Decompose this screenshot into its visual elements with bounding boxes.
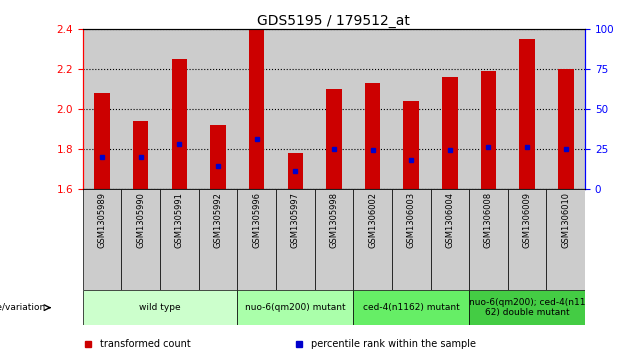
Bar [83,189,121,290]
Bar [249,29,265,189]
Bar [469,290,585,325]
Bar [508,189,546,290]
Text: GSM1306003: GSM1306003 [406,192,416,248]
Text: GSM1305990: GSM1305990 [136,192,145,248]
Text: GSM1305989: GSM1305989 [97,192,106,248]
Text: GSM1306010: GSM1306010 [562,192,570,248]
Bar [353,189,392,290]
Bar [365,83,380,189]
Bar [287,153,303,189]
Bar [315,29,353,189]
Text: transformed count: transformed count [100,339,191,349]
Bar [469,189,508,290]
Text: genotype/variation: genotype/variation [0,303,46,312]
Bar [326,89,342,189]
Bar [94,93,110,189]
Text: GSM1305992: GSM1305992 [214,192,223,248]
Bar [237,29,276,189]
Bar [237,189,276,290]
Bar [508,29,546,189]
Bar [403,101,419,189]
Bar [469,29,508,189]
Bar [160,29,198,189]
Bar [392,29,431,189]
Bar [558,69,574,189]
Bar [133,121,148,189]
Text: percentile rank within the sample: percentile rank within the sample [311,339,476,349]
Bar [431,29,469,189]
Text: GSM1305998: GSM1305998 [329,192,338,248]
Text: ced-4(n1162) mutant: ced-4(n1162) mutant [363,303,460,312]
Text: nuo-6(qm200); ced-4(n11
62) double mutant: nuo-6(qm200); ced-4(n11 62) double mutan… [469,298,585,317]
Text: GSM1306002: GSM1306002 [368,192,377,248]
Bar [315,189,353,290]
Text: nuo-6(qm200) mutant: nuo-6(qm200) mutant [245,303,345,312]
Text: GSM1305996: GSM1305996 [252,192,261,248]
Bar [546,29,585,189]
Text: GSM1305991: GSM1305991 [175,192,184,248]
Bar [237,290,353,325]
Bar [121,189,160,290]
Bar [442,77,457,189]
Bar [276,29,315,189]
Bar [353,290,469,325]
Bar [431,189,469,290]
Bar [546,189,585,290]
Bar [83,290,237,325]
Bar [520,39,535,189]
Bar [353,29,392,189]
Bar [121,29,160,189]
Text: GSM1306008: GSM1306008 [484,192,493,248]
Bar [83,29,121,189]
Bar [481,71,496,189]
Title: GDS5195 / 179512_at: GDS5195 / 179512_at [258,14,410,28]
Text: GSM1305997: GSM1305997 [291,192,300,248]
Text: GSM1306009: GSM1306009 [523,192,532,248]
Bar [198,29,237,189]
Bar [211,125,226,189]
Text: wild type: wild type [139,303,181,312]
Bar [276,189,315,290]
Text: GSM1306004: GSM1306004 [445,192,454,248]
Bar [160,189,198,290]
Bar [172,59,187,189]
Bar [198,189,237,290]
Bar [392,189,431,290]
